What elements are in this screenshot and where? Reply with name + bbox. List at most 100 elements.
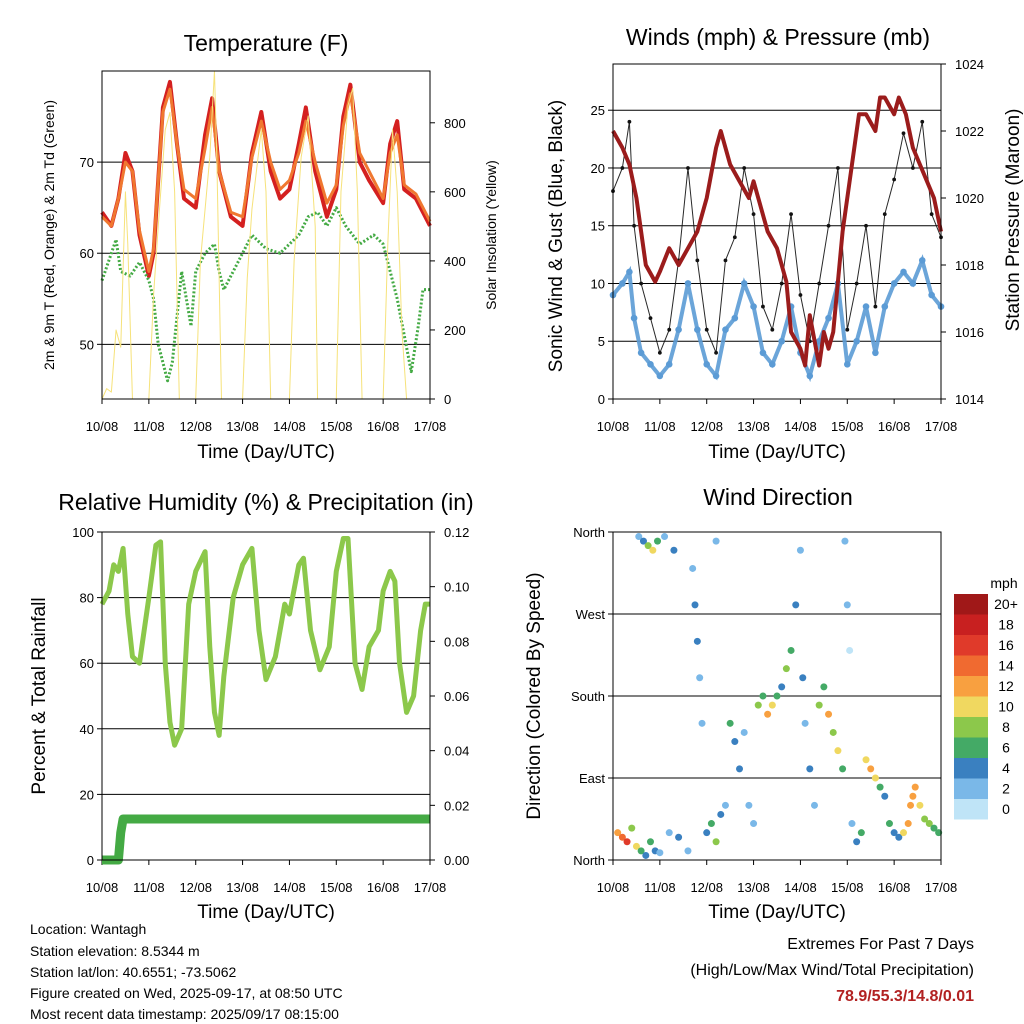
temperature-ytick-label: 70 — [80, 155, 94, 170]
humidity-title: Relative Humidity (%) & Precipitation (i… — [58, 489, 473, 515]
wind-direction-xlabel: Time (Day/UTC) — [708, 902, 846, 923]
wind-direction-point — [628, 824, 636, 832]
temperature-solar-line — [101, 70, 430, 400]
humidity-ytick-label: 60 — [80, 656, 94, 671]
winds-xtick-label: 10/08 — [597, 419, 630, 434]
extremes-title: Extremes For Past 7 Days — [787, 936, 974, 953]
winds-ytick-label: 15 — [591, 219, 605, 234]
winds-gust-point — [732, 235, 737, 240]
wind-direction-xtick-label: 13/08 — [737, 880, 770, 895]
wind-direction-point — [642, 851, 650, 859]
winds-gust-point — [779, 281, 784, 286]
wind-direction-point — [635, 533, 643, 541]
legend-swatch — [954, 737, 988, 758]
temperature-temp9m-line — [100, 87, 432, 273]
winds-gust-point — [686, 166, 690, 170]
wind-direction-xtick-label: 10/08 — [597, 880, 630, 895]
wind-direction-point — [618, 833, 626, 841]
winds-gust-point — [714, 350, 718, 355]
wind-direction-point — [885, 820, 893, 828]
wind-direction-point — [764, 710, 772, 718]
winds-y2tick-label: 1014 — [955, 392, 984, 407]
humidity-y2tick-label: 0.04 — [444, 744, 469, 759]
wind-direction-point — [935, 829, 943, 837]
winds-wind-point — [900, 268, 907, 276]
wind-direction-point — [799, 674, 807, 682]
humidity-xtick-label: 11/08 — [133, 880, 165, 895]
winds-gust-point — [789, 212, 793, 217]
legend-label: 10 — [998, 699, 1014, 715]
wind-direction-point — [731, 738, 739, 746]
winds-gust-point — [667, 327, 672, 332]
winds-wind-point — [853, 337, 860, 345]
winds-wind-point — [918, 257, 926, 264]
legend-swatch — [954, 799, 988, 820]
legend-label: 0 — [1002, 801, 1010, 817]
wind-direction-point — [665, 829, 673, 837]
wind-direction-ylabel: Direction (Colored By Speed) — [524, 572, 545, 819]
wind-direction-point — [717, 810, 725, 818]
winds-gust-point — [836, 166, 840, 170]
wind-direction-point — [623, 838, 631, 846]
legend-swatch — [954, 717, 988, 738]
wind-direction-point — [689, 564, 697, 572]
temperature-xtick-label: 14/08 — [273, 419, 306, 434]
info-latlon: Station lat/lon: 40.6551; -73.5062 — [30, 964, 237, 980]
wind-direction-point — [696, 674, 704, 682]
winds-wind-point — [694, 326, 701, 333]
temperature-y2tick-label: 800 — [444, 116, 466, 131]
humidity-xtick-label: 15/08 — [320, 880, 353, 895]
wind-direction-point — [796, 546, 804, 554]
wind-direction-point — [871, 774, 879, 782]
humidity-ytick-label: 40 — [80, 722, 94, 737]
wind-direction-point — [649, 546, 657, 554]
winds-wind-point — [928, 291, 935, 299]
wind-direction-point — [900, 829, 908, 837]
wind-direction-point — [839, 765, 847, 773]
winds-wind-point — [675, 326, 682, 333]
winds-gust-point — [845, 327, 850, 332]
wind-direction-point — [876, 783, 884, 791]
winds-xtick-label: 13/08 — [737, 419, 770, 434]
winds-wind-point — [740, 280, 748, 287]
wind-direction-point — [862, 756, 870, 764]
wind-direction-ytick-label: North — [573, 853, 605, 868]
temperature-xtick-label: 16/08 — [367, 419, 400, 434]
winds-wind-point — [881, 303, 889, 310]
wind-direction-point — [750, 820, 758, 828]
humidity-precip-line — [102, 814, 430, 865]
legend-label: 18 — [998, 617, 1014, 633]
temperature-y2tick-label: 400 — [444, 254, 466, 269]
wind-direction-xtick-label: 11/08 — [644, 880, 676, 895]
legend-label: 2 — [1002, 781, 1010, 797]
wind-direction-point — [637, 847, 645, 855]
winds-ytick-label: 25 — [591, 103, 605, 118]
wind-direction-point — [691, 601, 699, 609]
legend-label: 12 — [998, 678, 1014, 694]
humidity-ytick-label: 0 — [87, 853, 94, 868]
legend-swatch — [954, 614, 988, 635]
wind-direction-point — [810, 801, 818, 809]
winds-wind-point — [722, 326, 729, 333]
wind-direction-point — [853, 838, 861, 846]
wind-direction-point — [644, 542, 652, 550]
winds-wind-point — [684, 280, 692, 287]
winds-title: Winds (mph) & Pressure (mb) — [626, 24, 930, 50]
winds-gust-point — [639, 281, 644, 286]
humidity-panel: Relative Humidity (%) & Precipitation (i… — [29, 489, 474, 923]
info-created: Figure created on Wed, 2025-09-17, at 08… — [30, 985, 343, 1001]
temperature-ytick-label: 50 — [80, 337, 94, 352]
winds-gust-line — [612, 121, 942, 355]
wind-direction-point — [661, 533, 669, 541]
wind-direction-point — [867, 765, 875, 773]
humidity-xtick-label: 12/08 — [179, 880, 212, 895]
winds-wind-point — [825, 314, 832, 322]
speed-legend: mph 20+ 18 16 14 12 10 8 6 4 2 0 — [954, 575, 1018, 820]
humidity-y2tick-label: 0.02 — [444, 798, 469, 813]
winds-ytick-label: 0 — [598, 392, 605, 407]
winds-wind-point — [712, 372, 720, 380]
wind-direction-xtick-label: 12/08 — [690, 880, 723, 895]
wind-direction-point — [904, 820, 912, 828]
winds-wind-point — [769, 361, 776, 368]
